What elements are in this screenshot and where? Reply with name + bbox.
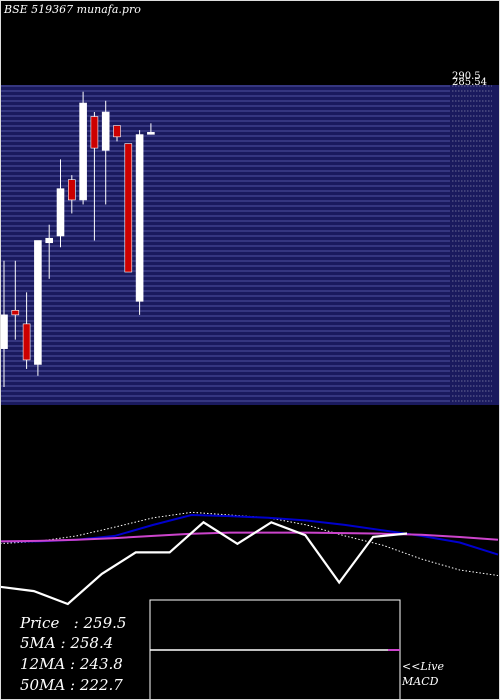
candlestick (45, 224, 54, 279)
candlestick (79, 91, 87, 205)
candlestick (113, 125, 121, 142)
candlestick (135, 130, 144, 315)
ma5-stat: 5MA : 258.4 (20, 634, 114, 652)
moving-average-panel (0, 511, 499, 576)
candle-body (113, 125, 121, 138)
candlestick (147, 123, 155, 135)
price-label: Price (20, 614, 60, 632)
candle-body (79, 102, 87, 201)
candle-body (135, 134, 144, 302)
price-stat: Price : 259.5 (20, 614, 127, 632)
price-tick-label: 285.54 (452, 77, 487, 88)
candlestick (22, 292, 31, 369)
ma-dotted-line (0, 511, 499, 576)
candle-body (124, 143, 133, 273)
ma50-value: 222.7 (79, 676, 123, 694)
candle-body (11, 310, 20, 316)
candlesticks (0, 91, 155, 387)
price-panel-bg (0, 85, 500, 405)
ma-slow-line (0, 531, 499, 543)
ma12-label: 12MA (20, 655, 66, 673)
price-gridlines (0, 85, 492, 402)
candlestick (90, 112, 99, 241)
candle-body (101, 111, 110, 151)
ma5-value: 258.4 (70, 634, 114, 652)
candlestick (56, 159, 65, 248)
candle-body (90, 116, 99, 149)
candle-body (147, 132, 155, 135)
candlestick (124, 143, 133, 273)
ma12-stat: 12MA : 243.8 (20, 655, 123, 673)
candle-body (56, 188, 65, 237)
price-tick-label: 290.5 (452, 71, 481, 82)
candlestick (101, 100, 110, 205)
candle-body (68, 179, 76, 201)
candle-body (0, 314, 8, 349)
ma5-label: 5MA (20, 634, 56, 652)
oscillator-panel (0, 520, 408, 606)
ma50-label: 50MA (20, 676, 66, 694)
candle-body (34, 240, 42, 365)
price-panel (0, 85, 500, 405)
ma12-value: 243.8 (79, 655, 123, 673)
oscillator-line (0, 520, 408, 606)
ma50-stat: 50MA : 222.7 (20, 676, 123, 694)
candlestick (11, 260, 20, 340)
chart-title: BSE 519367 munafa.pro (4, 3, 141, 16)
candle-body (22, 323, 31, 361)
macd-panel (149, 599, 401, 700)
live-label: <<Live (402, 660, 444, 673)
macd-label: MACD (402, 675, 439, 688)
candle-body (45, 237, 54, 244)
candlestick (68, 175, 76, 214)
candlestick (34, 240, 42, 376)
price-value: 259.5 (83, 614, 127, 632)
